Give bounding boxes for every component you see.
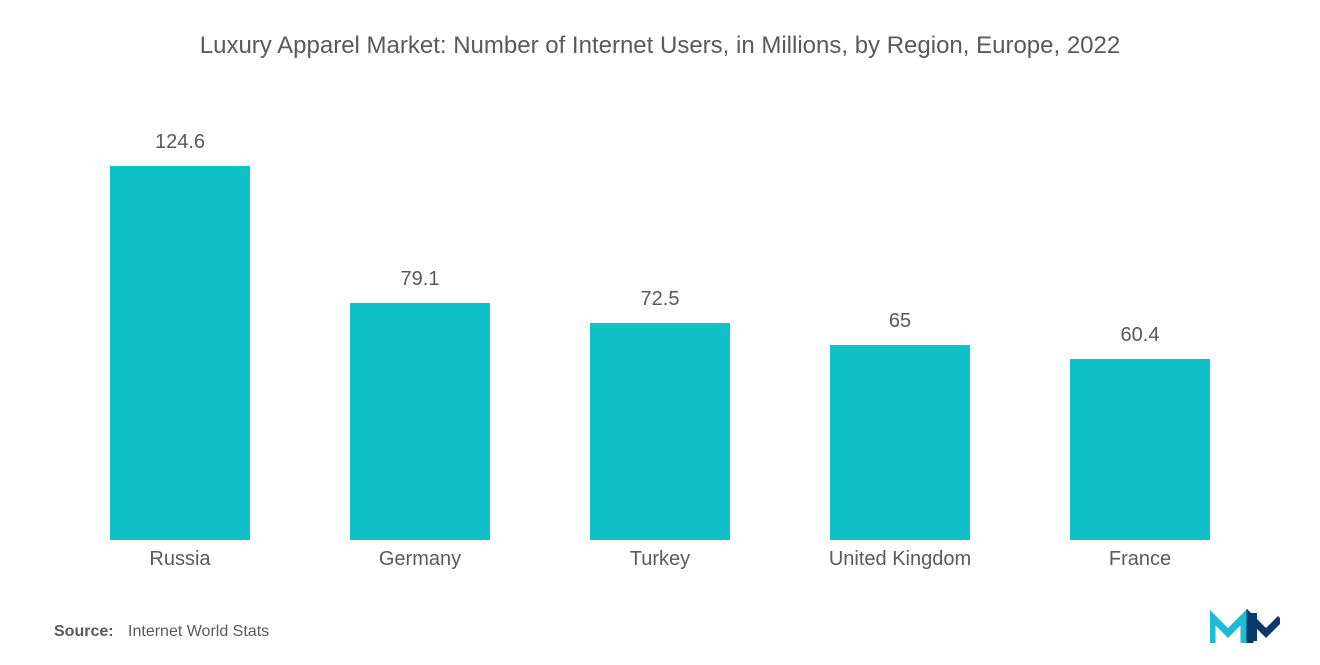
bar-group: 79.1	[300, 268, 540, 540]
bar-group: 124.6	[60, 131, 300, 540]
x-axis-label: Russia	[60, 540, 300, 580]
x-axis-labels: RussiaGermanyTurkeyUnited KingdomFrance	[60, 540, 1260, 580]
chart-title: Luxury Apparel Market: Number of Interne…	[0, 32, 1320, 60]
bar	[110, 166, 250, 540]
chart-area: 124.6 79.1 72.5 65 60.4 RussiaGermanyTurkeyU…	[60, 100, 1260, 580]
source-attribution: Source: Internet World Stats	[54, 623, 269, 641]
source-label: Source:	[54, 623, 114, 640]
bars-container: 124.6 79.1 72.5 65 60.4	[60, 120, 1260, 540]
brand-logo	[1210, 607, 1280, 643]
x-axis-label: United Kingdom	[780, 540, 1020, 580]
bar	[590, 323, 730, 541]
bar	[350, 303, 490, 540]
logo-left-stroke	[1212, 617, 1244, 641]
bar-group: 65	[780, 310, 1020, 540]
bar	[1070, 359, 1210, 540]
x-axis-label: France	[1020, 540, 1260, 580]
x-axis-label: Turkey	[540, 540, 780, 580]
bar-group: 72.5	[540, 288, 780, 541]
bar-value-label: 60.4	[1121, 324, 1160, 347]
bar-value-label: 65	[889, 310, 911, 333]
x-axis-label: Germany	[300, 540, 540, 580]
source-text: Internet World Stats	[128, 623, 269, 640]
bar-group: 60.4	[1020, 324, 1260, 540]
bar-value-label: 79.1	[401, 268, 440, 291]
bar-value-label: 124.6	[155, 131, 205, 154]
bar	[830, 345, 970, 540]
bar-value-label: 72.5	[641, 288, 680, 311]
